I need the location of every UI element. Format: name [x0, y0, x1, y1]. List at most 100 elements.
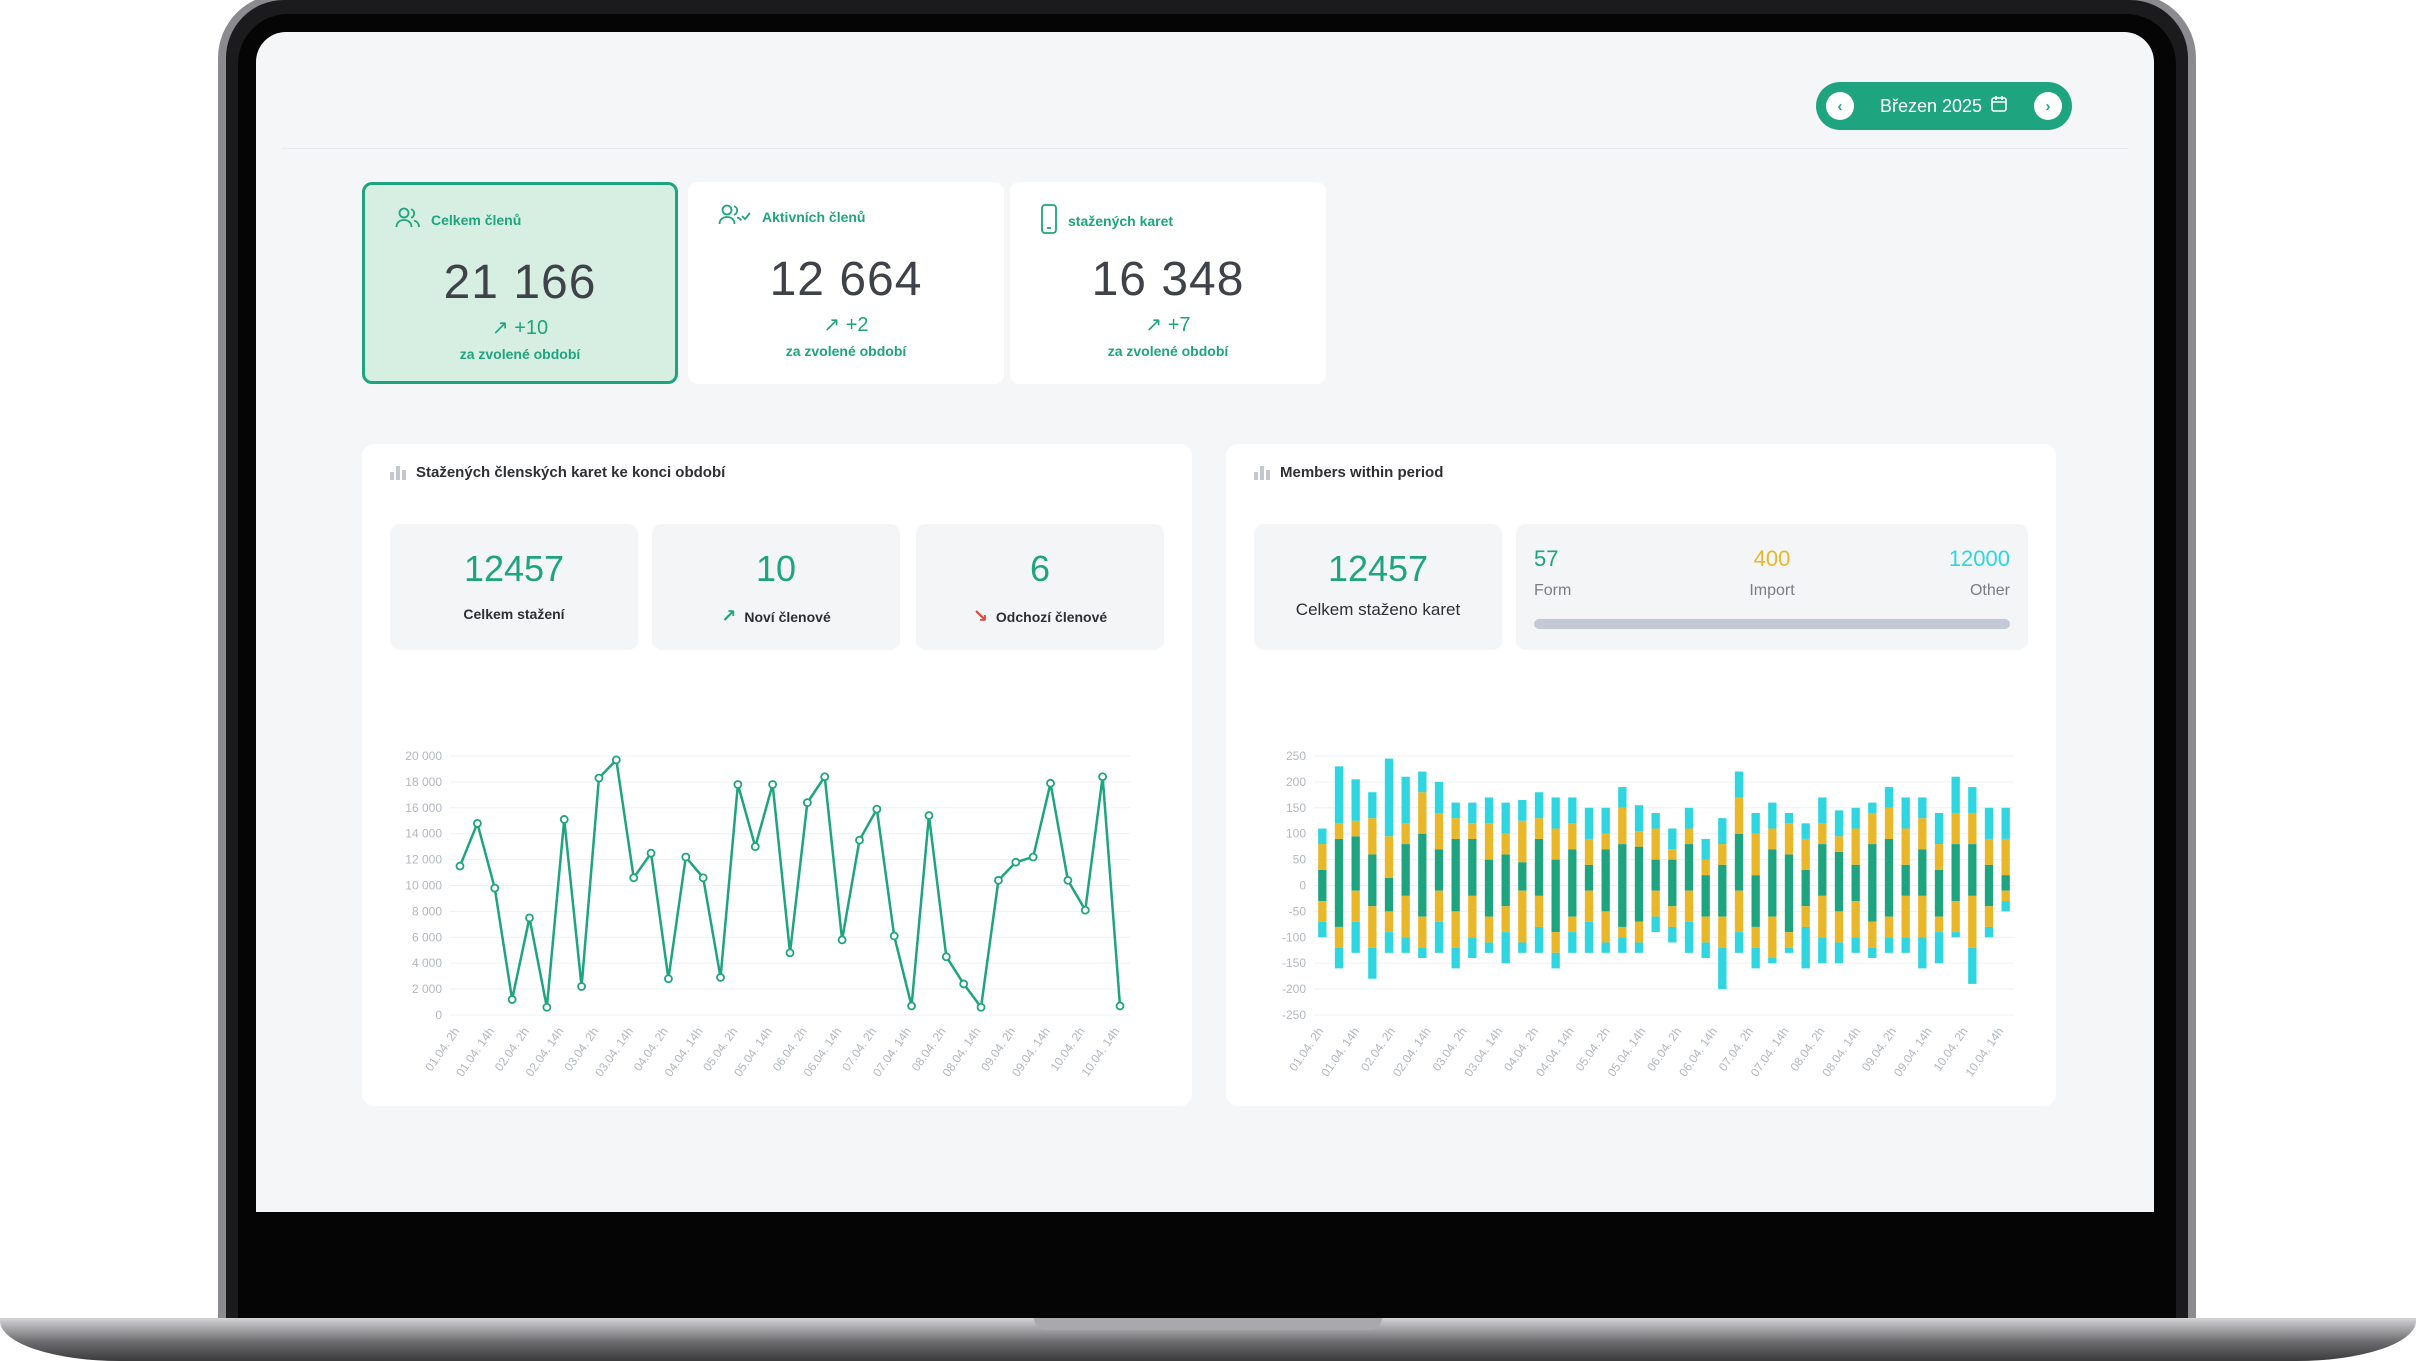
bar-segment-form: [1401, 844, 1410, 886]
bar-segment-form: [1551, 885, 1560, 933]
bar-segment-import: [1751, 833, 1760, 876]
stat-card-active-members[interactable]: Aktivních členů 12 664 ↗ +2 za zvolené o…: [688, 182, 1004, 384]
delta-value: +7: [1167, 314, 1191, 336]
stat-card-downloaded-cards[interactable]: stažených karet 16 348 ↗ +7 za zvolené o…: [1010, 182, 1326, 384]
phone-icon: [1040, 204, 1058, 237]
bar-segment-other: [1418, 771, 1427, 793]
y-tick-label: 100: [1286, 827, 1306, 841]
bar-segment-import: [1934, 916, 1944, 933]
bar-segment-import: [1718, 844, 1727, 865]
bar-segment-form: [1534, 885, 1544, 896]
bar-segment-import: [1451, 911, 1460, 948]
y-tick-label: -200: [1282, 982, 1306, 996]
bar-segment-import: [1668, 906, 1677, 927]
card-value: 21 166: [443, 256, 597, 309]
bar-segment-import: [1584, 890, 1594, 922]
bar-segment-other: [1901, 937, 1910, 953]
bar-segment-form: [1668, 885, 1677, 907]
bar-segment-other: [1801, 926, 1810, 969]
bar-segment-import: [1918, 895, 1927, 938]
bar-segment-import: [1351, 820, 1360, 837]
bar-segment-other: [1318, 828, 1327, 845]
card-title: Celkem členů: [431, 211, 522, 228]
card-head: stažených karet: [1040, 204, 1173, 237]
data-point: [941, 952, 951, 962]
bar-segment-import: [1901, 828, 1910, 865]
bar-segment-import: [1384, 911, 1394, 933]
bar-segment-other: [1401, 937, 1410, 953]
chevron-right-icon[interactable]: ›: [2033, 92, 2062, 120]
bar-segment-other: [1634, 805, 1644, 832]
bar-segment-form: [1768, 849, 1777, 886]
card-title: Aktivních členů: [762, 208, 866, 225]
bar-segment-import: [1468, 895, 1477, 938]
card-subtitle: za zvolené období: [785, 343, 907, 359]
data-point: [681, 852, 691, 862]
y-tick-label: 16 000: [405, 801, 442, 815]
period-label-group[interactable]: Březen 2025: [1880, 95, 2008, 118]
bar-segment-form: [1318, 869, 1327, 886]
arrow-down-right-icon: ↘: [972, 606, 988, 626]
bar-segment-other: [1918, 937, 1927, 969]
bar-segment-form: [1501, 885, 1510, 907]
data-point: [646, 848, 656, 858]
arrow-up-right-icon: ↗: [491, 317, 509, 339]
bar-segment-form: [1918, 885, 1927, 896]
bar-segment-import: [1368, 906, 1377, 948]
y-tick-label: 20 000: [405, 749, 442, 763]
bar-segment-form: [1501, 854, 1510, 886]
breakdown-progress-bar: [1534, 619, 2010, 629]
bar-segment-form: [1368, 854, 1377, 886]
bar-segment-import: [1718, 916, 1727, 948]
bar-segment-import: [1801, 906, 1810, 927]
data-point: [802, 798, 812, 808]
bar-segment-other: [1368, 947, 1377, 979]
bar-segment-form: [1801, 885, 1810, 907]
bar-segment-form: [1718, 885, 1727, 917]
members-stacked-bar-chart: -250-200-150-100-5005010015020025001.04.…: [1282, 749, 2014, 1079]
bar-segment-import: [1368, 818, 1377, 855]
bar-segment-other: [1584, 807, 1594, 839]
data-point: [1028, 852, 1038, 862]
card-value: 16 348: [1091, 253, 1245, 306]
bar-segment-form: [1534, 838, 1544, 886]
kpi-label: ↗ Noví členové: [652, 606, 900, 627]
bar-segment-form: [1518, 885, 1527, 891]
bar-segment-import: [1401, 895, 1410, 938]
data-point: [1011, 857, 1021, 867]
bar-segment-form: [1734, 885, 1744, 891]
bar-segment-other: [1734, 932, 1744, 953]
data-point: [907, 1001, 916, 1011]
bar-segment-import: [1834, 836, 1844, 852]
bar-segment-form: [1918, 849, 1927, 886]
bar-segment-other: [1751, 812, 1760, 834]
bar-segment-other: [1734, 771, 1744, 798]
kpi-label-text: Odchozí členové: [995, 608, 1108, 625]
bar-segment-form: [1551, 859, 1560, 886]
bar-segment-other: [1551, 797, 1560, 829]
kpi-value: 12457: [463, 548, 565, 589]
bar-segment-import: [1401, 823, 1410, 845]
bar-segment-other: [1851, 937, 1860, 953]
bar-segment-other: [1718, 818, 1727, 845]
y-tick-label: 12 000: [405, 853, 442, 867]
bar-segment-other: [1884, 787, 1894, 808]
chevron-left-icon[interactable]: ‹: [1826, 92, 1854, 120]
downloads-line-chart: 0 2 000 4 000 6 000 8 000 10 000 12 000 14 000 1…: [405, 749, 1130, 1079]
bar-segment-import: [1851, 828, 1860, 865]
data-point: [976, 1002, 986, 1012]
data-point: [455, 861, 465, 871]
bar-segment-form: [1934, 885, 1944, 917]
bar-segment-form: [1951, 844, 1960, 886]
stat-card-total-members[interactable]: Celkem členů 21 166 ↗ +10 za zvolené obd…: [362, 182, 678, 384]
bar-segment-form: [1468, 885, 1477, 896]
bar-segment-form: [1518, 862, 1527, 886]
bar-segment-other: [1534, 792, 1544, 819]
bar-segment-other: [1451, 947, 1460, 969]
kpi-label-text: Celkem staženo karet: [1295, 600, 1461, 619]
bar-segment-form: [1384, 885, 1394, 912]
bar-segment-other: [1651, 916, 1660, 933]
y-tick-label: 200: [1286, 775, 1306, 789]
bar-segment-import: [1384, 836, 1394, 878]
bar-segment-form: [1334, 885, 1344, 927]
